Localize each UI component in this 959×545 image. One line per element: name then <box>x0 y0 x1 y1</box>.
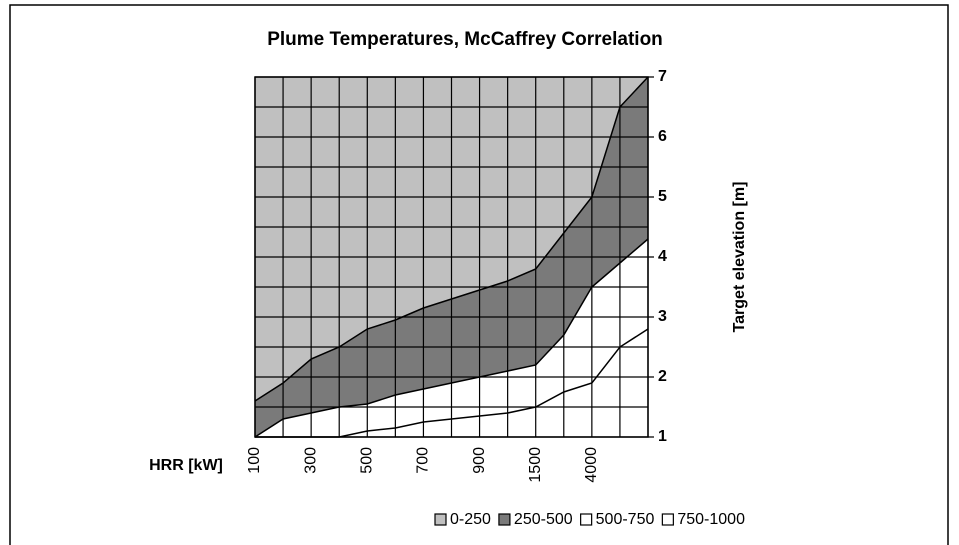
x-tick-label: 100 <box>246 447 263 474</box>
legend-swatch <box>580 513 593 526</box>
y-tick-label: 3 <box>658 308 667 325</box>
y-tick-label: 6 <box>658 128 667 145</box>
legend-label: 0-250 <box>450 511 491 528</box>
y-tick-label: 1 <box>658 428 667 445</box>
chart-title: Plume Temperatures, McCaffrey Correlatio… <box>267 29 663 50</box>
legend-swatch <box>661 513 674 526</box>
y-tick-label: 5 <box>658 188 667 205</box>
x-tick-label: 700 <box>415 447 432 474</box>
y-tick-label: 2 <box>658 368 667 385</box>
legend-swatch <box>498 513 511 526</box>
legend-label: 750-1000 <box>677 511 745 528</box>
chart-border <box>9 4 949 545</box>
legend-label: 250-500 <box>514 511 573 528</box>
x-tick-label: 500 <box>359 447 376 474</box>
band-area <box>255 239 648 437</box>
band-area <box>255 329 648 437</box>
legend-swatch <box>434 513 447 526</box>
x-tick-label: 1500 <box>527 447 544 483</box>
legend-label: 500-750 <box>596 511 655 528</box>
y-tick-label: 7 <box>658 68 667 85</box>
plot-border <box>254 76 649 438</box>
x-tick-label: 900 <box>471 447 488 474</box>
y-tick-label: 4 <box>658 248 667 265</box>
x-tick-label: 300 <box>302 447 319 474</box>
x-axis-label: HRR [kW] <box>149 457 223 474</box>
y-axis-label: Target elevation [m] <box>731 182 748 333</box>
x-tick-label: 4000 <box>583 447 600 483</box>
